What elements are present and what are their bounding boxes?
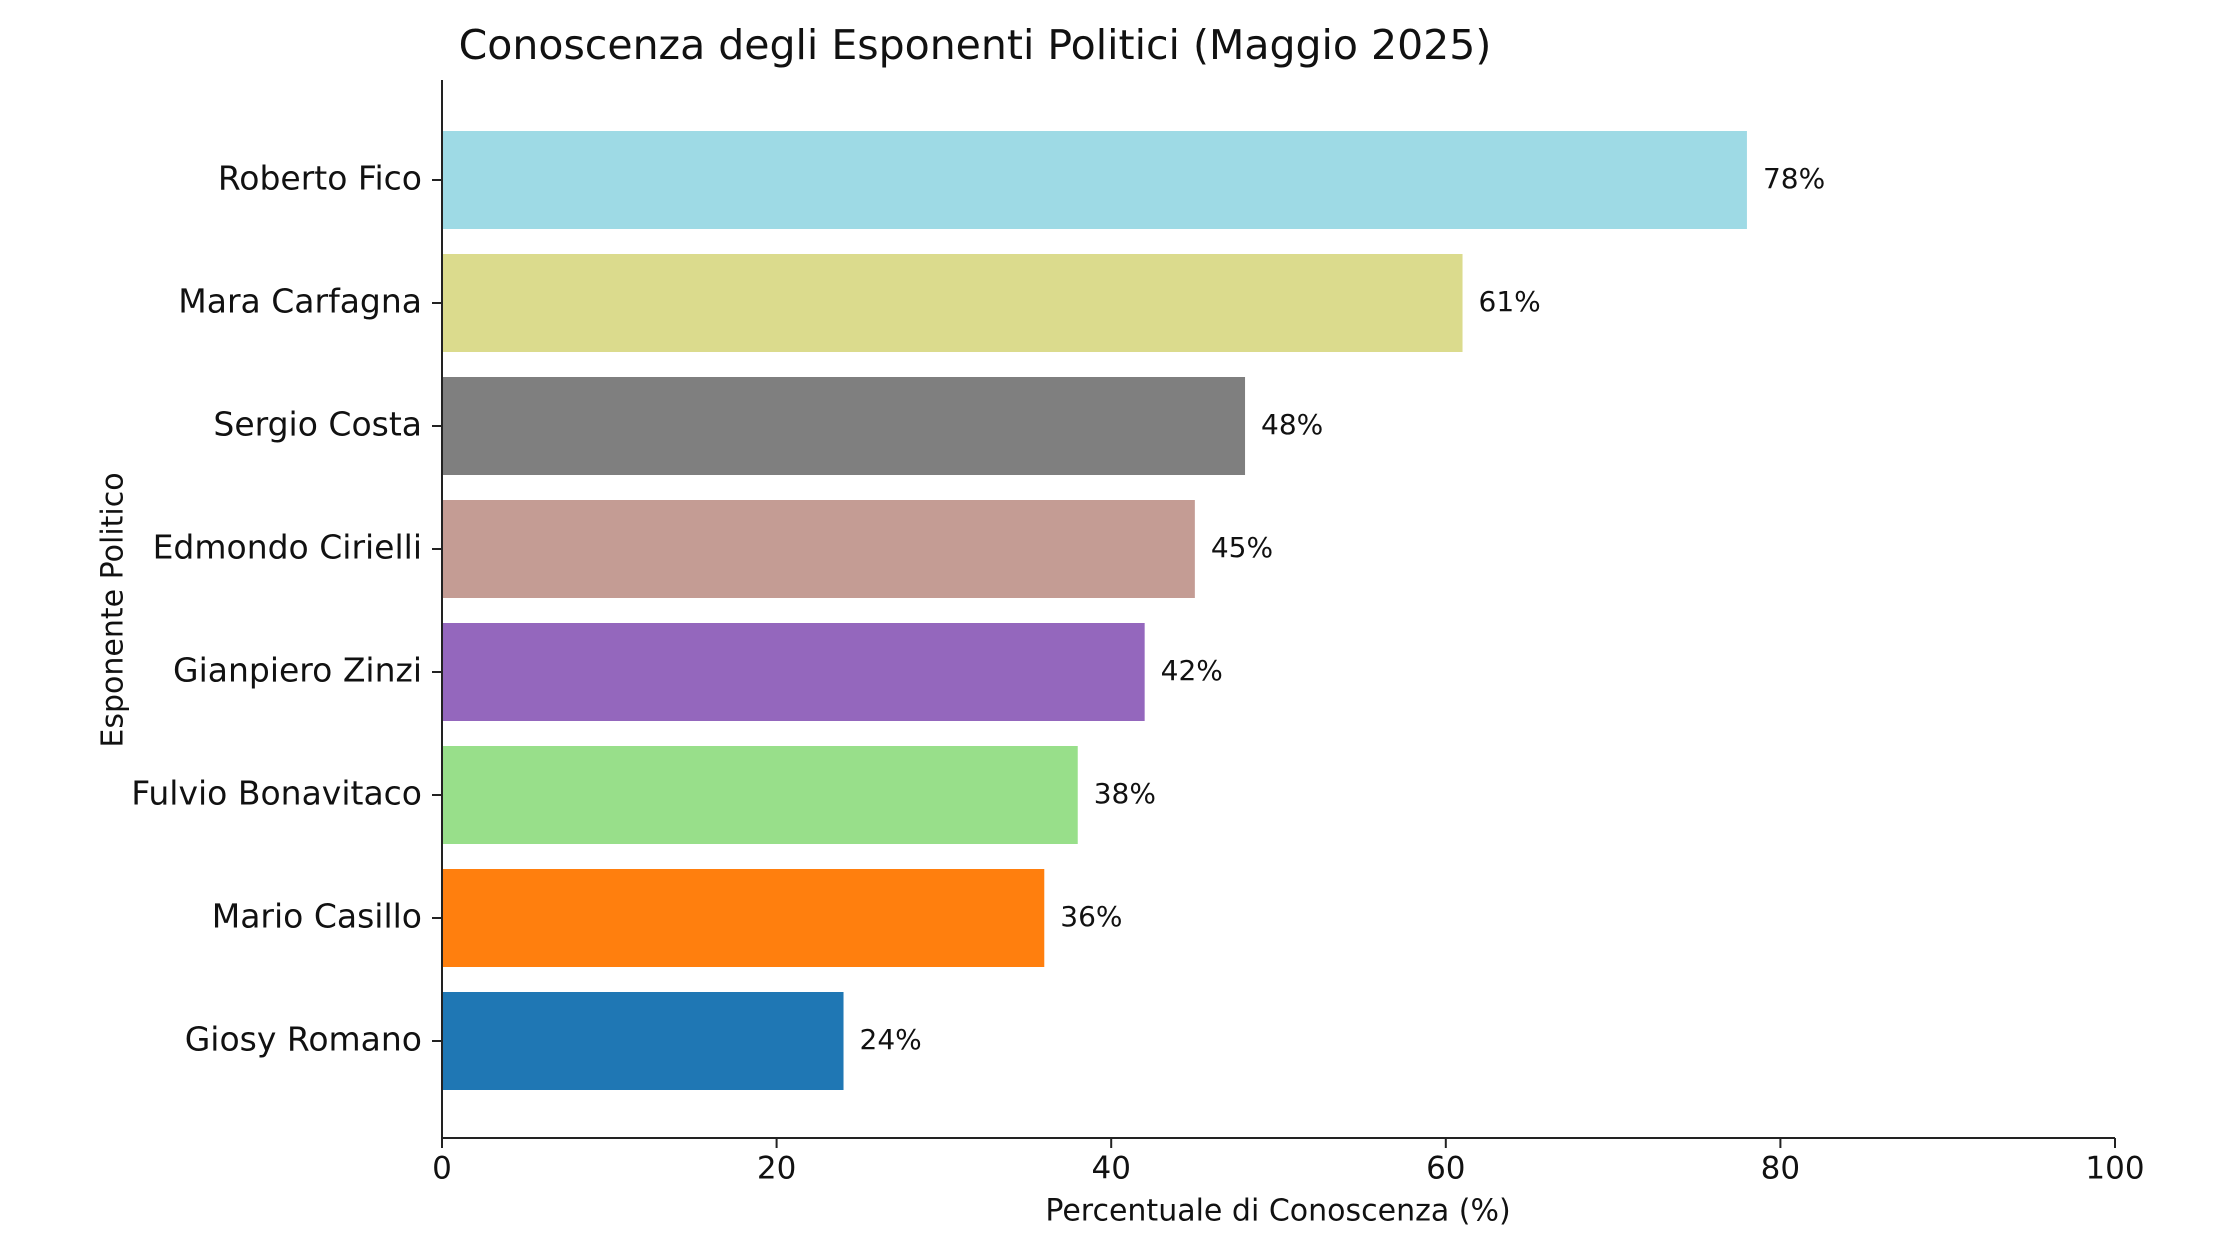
y-tick-label: Edmondo Cirielli	[153, 528, 422, 567]
bar-edmondo-cirielli	[442, 500, 1195, 598]
x-tick-label: 0	[432, 1151, 452, 1187]
value-label: 61%	[1479, 285, 1541, 318]
bar-sergio-costa	[442, 377, 1246, 475]
bar-gianpiero-zinzi	[442, 623, 1145, 721]
y-tick-label: Mario Casillo	[212, 897, 422, 936]
bar-fulvio-bonavitaco	[442, 746, 1078, 844]
bar-roberto-fico	[442, 131, 1747, 229]
value-label: 78%	[1763, 162, 1825, 195]
bar-giosy-romano	[442, 992, 844, 1090]
y-tick-label: Sergio Costa	[213, 405, 422, 444]
value-label: 36%	[1060, 900, 1122, 933]
x-tick-label: 100	[2085, 1151, 2144, 1187]
bar-mara-carfagna	[442, 254, 1463, 352]
y-tick-label: Roberto Fico	[218, 159, 422, 198]
x-tick-label: 20	[757, 1151, 796, 1187]
y-axis-title: Esponente Politico	[96, 472, 131, 747]
x-ticks-layer: 0 20 40 60 80 100	[432, 1138, 2145, 1187]
value-label: 42%	[1161, 654, 1223, 687]
value-labels-layer: 78% 61% 48% 45% 42% 38% 36% 24%	[860, 162, 1826, 1056]
y-tick-label: Fulvio Bonavitaco	[131, 774, 422, 813]
y-ticks-layer: Roberto Fico Mara Carfagna Sergio Costa Edm…	[131, 159, 442, 1059]
y-tick-label: Mara Carfagna	[178, 282, 422, 321]
value-label: 24%	[860, 1023, 922, 1056]
x-tick-label: 60	[1426, 1151, 1465, 1187]
value-label: 38%	[1094, 777, 1156, 810]
x-tick-label: 80	[1761, 1151, 1800, 1187]
value-label: 48%	[1261, 408, 1323, 441]
x-tick-label: 40	[1091, 1151, 1130, 1187]
y-tick-label: Gianpiero Zinzi	[173, 651, 422, 690]
chart-title: Conoscenza degli Esponenti Politici (Mag…	[459, 21, 1492, 69]
x-axis-title: Percentuale di Conoscenza (%)	[1045, 1194, 1510, 1229]
bars-layer	[442, 131, 1747, 1090]
bar-mario-casillo	[442, 869, 1045, 967]
y-tick-label: Giosy Romano	[185, 1020, 422, 1059]
value-label: 45%	[1211, 531, 1273, 564]
